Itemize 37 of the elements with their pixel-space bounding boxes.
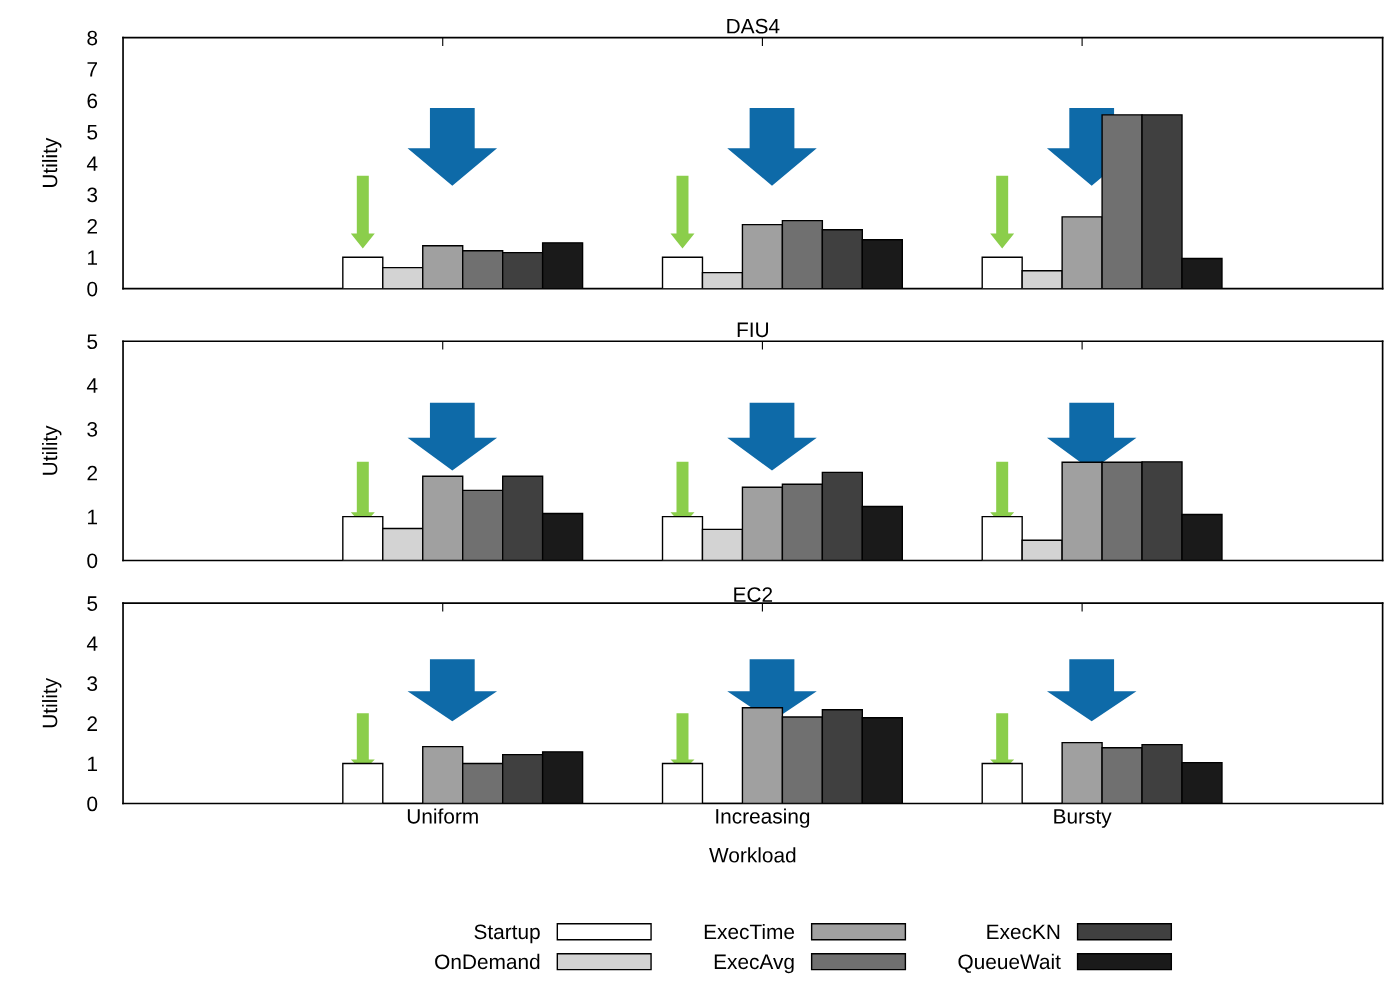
chart-title: DAS4 [727,18,780,34]
y-tick-label: 0 [87,553,98,569]
x-axis-title: Workload [709,847,796,863]
y-tick-label: 0 [87,281,98,297]
x-tick-label: Uniform [407,808,478,824]
y-tick-label: 5 [87,596,98,611]
legend-label: QueueWait [958,953,1061,973]
y-tick-label: 5 [87,334,98,349]
y-axis-title: Utility [42,137,62,188]
y-tick-label: 3 [87,676,98,692]
y-tick-label: 1 [88,509,98,525]
y-tick-label: 4 [86,156,98,171]
x-tick-label: Increasing [716,808,810,828]
y-tick-label: 4 [86,636,98,651]
y-tick-label: 1 [88,756,98,771]
x-tick-label: Bursty [1054,809,1112,828]
legend-label: OnDemand [435,953,540,970]
chart-title: EC2 [734,587,773,602]
chart-title: FIU [737,322,768,338]
legend-label: ExecKN [987,924,1060,940]
y-tick-label: 4 [86,378,98,393]
y-tick-label: 2 [87,465,97,481]
y-tick-label: 1 [88,250,98,265]
y-tick-label: 3 [87,187,98,203]
y-tick-label: 8 [87,30,98,46]
y-tick-label: 5 [87,125,98,140]
y-tick-label: 7 [87,62,97,77]
y-tick-label: 2 [87,218,97,234]
legend-label: ExecTime [704,923,795,940]
legend-label: Startup [474,924,540,944]
legend-label: ExecAvg [714,954,794,974]
y-tick-label: 6 [87,93,98,109]
y-tick-label: 2 [87,716,97,731]
y-axis-title: Utility [42,425,62,475]
y-axis-title: Utility [42,677,62,728]
y-tick-label: 3 [87,421,98,437]
y-tick-label: 0 [87,796,98,812]
